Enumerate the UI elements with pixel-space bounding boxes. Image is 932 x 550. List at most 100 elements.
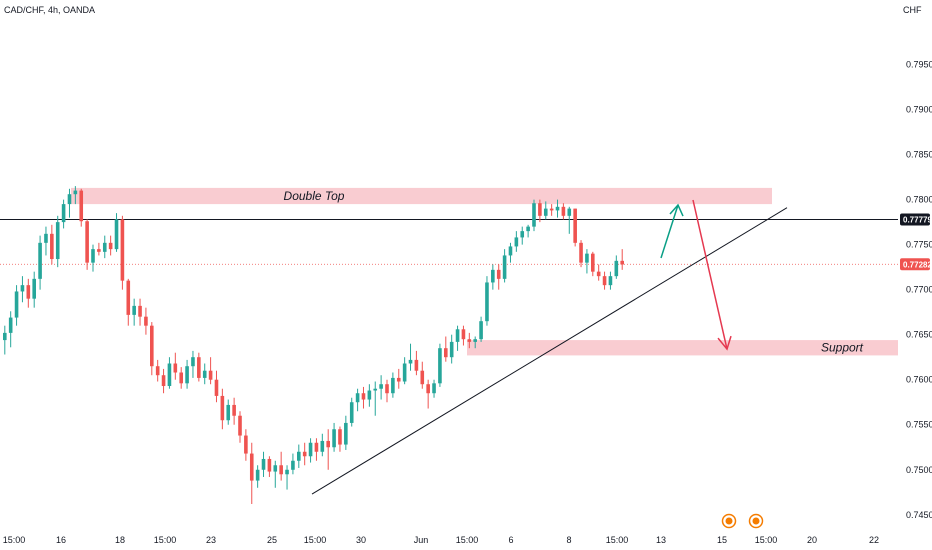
candle-body [355, 393, 360, 403]
candle-body [185, 366, 189, 384]
candle-body [420, 370, 425, 385]
candle-body [108, 242, 113, 250]
candle-body [285, 469, 289, 475]
candle-body [44, 233, 48, 243]
candle-body [226, 404, 231, 421]
down-arrow-shaft [692, 199, 728, 350]
event-markers[interactable] [721, 513, 764, 529]
candle-body [538, 203, 542, 216]
x-tick-label: 20 [807, 535, 817, 545]
x-axis[interactable]: 15:00 16 18 15:00 23 25 15:00 30 Jun 15:00 6 8 15:00… [3, 535, 879, 545]
candle-body [238, 415, 242, 436]
candle-body [50, 233, 54, 260]
candle-body [361, 393, 366, 400]
candle-body [532, 203, 536, 227]
candle-body [208, 370, 213, 380]
x-tick-label: 15:00 [606, 535, 629, 545]
candle-body [20, 285, 25, 292]
candle-body [555, 206, 560, 211]
event-icon-dot [725, 517, 733, 525]
candle-body [38, 242, 42, 279]
candle-body [126, 280, 131, 315]
candle-body [573, 208, 577, 243]
candle-body [8, 317, 13, 333]
currency-label: CHF [903, 5, 922, 15]
candle-body [514, 237, 519, 247]
candle-body [291, 460, 295, 470]
event-icon-dot [752, 517, 760, 525]
candle-body [449, 341, 454, 358]
candle-body [249, 453, 254, 481]
candle-body [120, 219, 125, 281]
candle-body [161, 375, 166, 387]
candle-body [114, 219, 119, 250]
candle-body [273, 465, 278, 472]
candle-body [302, 451, 307, 457]
candle-body [255, 469, 260, 481]
projection-arrows [660, 199, 732, 351]
candle-body [567, 208, 572, 216]
candle-body [502, 255, 507, 279]
candle-body [438, 348, 442, 384]
candle-body [414, 359, 419, 371]
candle-body [408, 359, 413, 364]
support-zone [467, 340, 898, 356]
candle-body [173, 363, 178, 373]
candle-body [467, 339, 472, 342]
x-tick-label: 23 [206, 535, 216, 545]
candle-body [26, 285, 31, 299]
x-tick-label: 13 [656, 535, 666, 545]
candle-body [214, 379, 219, 396]
candle-body [549, 208, 554, 211]
x-tick-label: 15:00 [755, 535, 778, 545]
candle-body [344, 422, 348, 445]
candle-body [543, 208, 548, 216]
candle-body [150, 325, 154, 367]
x-tick-label: 18 [115, 535, 125, 545]
candle-body [144, 316, 148, 326]
support-label: Support [821, 341, 864, 355]
candle-body [297, 451, 301, 461]
candle-body [85, 221, 89, 263]
candle-body [596, 271, 601, 277]
candle-body [232, 404, 236, 416]
x-tick-label: 16 [56, 535, 66, 545]
candle-body [520, 231, 525, 238]
x-tick-label: 15 [717, 535, 727, 545]
candle-body [614, 260, 619, 277]
x-tick-label: 15:00 [304, 535, 327, 545]
candle-body [608, 276, 613, 286]
candle-body [432, 383, 436, 394]
candle-body [14, 291, 19, 318]
candle-body [138, 305, 142, 317]
candle-body [202, 370, 207, 378]
level-badge-text: 0.77779 [903, 216, 932, 225]
x-tick-label: 25 [267, 535, 277, 545]
ascending-trendline[interactable] [311, 207, 788, 495]
candle-body [455, 329, 460, 342]
candle-body [591, 253, 595, 272]
candle-body [373, 388, 378, 391]
candle-body [179, 372, 183, 384]
candle-body [79, 190, 84, 222]
symbol-title: CAD/CHF, 4h, OANDA [4, 5, 95, 15]
x-tick-label: 15:00 [456, 535, 479, 545]
up-arrow-shaft [660, 204, 679, 259]
candle-body [367, 390, 372, 400]
candle-body [3, 332, 7, 341]
candle-body [267, 458, 272, 472]
candle-body [379, 384, 383, 389]
candle-body [444, 348, 448, 358]
candle-body [332, 429, 336, 448]
